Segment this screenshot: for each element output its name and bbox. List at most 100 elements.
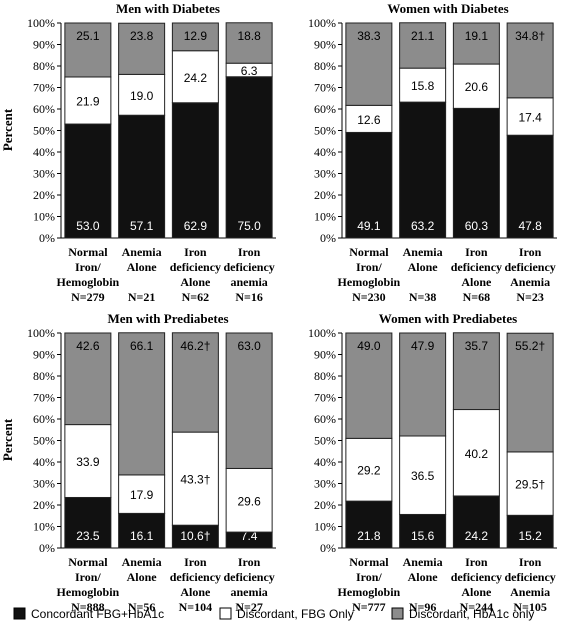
bar-segment <box>64 76 112 125</box>
x-tick-label: deficiency <box>170 570 221 584</box>
bar-segment <box>345 104 393 133</box>
bar-segment <box>171 22 219 52</box>
x-tick-label: deficiency <box>504 260 555 274</box>
data-label: 23.8 <box>130 29 154 43</box>
data-label: 66.1 <box>130 339 154 353</box>
data-label: 55.2† <box>515 339 545 353</box>
x-tick-label: Anemia <box>122 245 162 259</box>
data-label: 23.5 <box>76 529 100 543</box>
x-tick-label: deficiency <box>223 260 274 274</box>
bar-segment <box>225 332 273 469</box>
bar-segment <box>345 131 393 239</box>
x-tick-label: N=27 <box>235 600 263 614</box>
y-tick-label: 40% <box>314 145 336 159</box>
bar-segment <box>118 114 166 239</box>
x-tick-label: Normal <box>349 245 389 259</box>
x-tick-label: Iron <box>519 555 542 569</box>
x-tick-label: N=888 <box>71 600 105 614</box>
y-tick-label: 10% <box>314 210 336 224</box>
x-tick-label: Hemoglobin <box>57 585 120 599</box>
chart-panel-3: Men with Prediabetes Percent 0% 10% 20% 30% 40… <box>0 311 276 614</box>
data-label: 20.6 <box>465 80 489 94</box>
x-tick-label: Alone <box>461 275 492 289</box>
bar-segment <box>399 67 447 103</box>
bar-segment <box>399 22 447 69</box>
data-label: 29.6 <box>237 494 261 508</box>
x-tick-label: Normal <box>68 245 108 259</box>
data-label: 12.6 <box>357 113 381 127</box>
data-label: 35.7 <box>465 339 489 353</box>
x-tick-label: Hemoglobin <box>338 585 401 599</box>
bar-segment <box>225 22 273 64</box>
x-tick-label: Normal <box>68 555 108 569</box>
data-label: 43.3† <box>180 473 210 487</box>
y-tick-label: 30% <box>314 167 336 181</box>
x-tick-label: N=230 <box>352 290 386 304</box>
x-tick-label: N=244 <box>460 600 494 614</box>
x-tick-label: Anemia <box>510 585 550 599</box>
data-label: 21.1 <box>411 29 435 43</box>
y-tick-label: 30% <box>314 477 336 491</box>
data-label: 19.0 <box>130 89 154 103</box>
x-tick-label: N=16 <box>235 290 263 304</box>
y-tick-label: 10% <box>33 210 55 224</box>
data-label: 24.2 <box>465 529 489 543</box>
data-label: 38.3 <box>357 29 381 43</box>
bar-segment <box>171 431 219 526</box>
data-label: 29.2 <box>357 464 381 478</box>
data-label: 63.2 <box>411 219 435 233</box>
x-tick-label: deficiency <box>504 570 555 584</box>
data-label: 53.0 <box>76 219 100 233</box>
y-axis-label: Percent <box>0 108 15 151</box>
data-label: 6.3 <box>241 64 258 78</box>
x-tick-label: N=21 <box>128 290 156 304</box>
x-tick-label: Anemia <box>122 555 162 569</box>
y-tick-label: 20% <box>314 188 336 202</box>
y-tick-label: 10% <box>33 520 55 534</box>
data-label: 36.5 <box>411 469 435 483</box>
y-tick-label: 70% <box>33 81 55 95</box>
data-label: 47.8 <box>518 219 542 233</box>
legend-swatch <box>219 607 232 620</box>
x-tick-label: Alone <box>461 585 492 599</box>
legend-label: Discordant, HbA1c only <box>409 607 534 621</box>
y-tick-label: 100% <box>27 326 55 340</box>
x-tick-label: Alone <box>127 260 158 274</box>
chart-panel-2: Women with Diabetes 0% 10% 20% 30% 40% 50% 60% 7… <box>308 1 557 304</box>
data-label: 16.1 <box>130 529 154 543</box>
x-tick-label: Alone <box>408 260 439 274</box>
x-tick-label: Alone <box>127 570 158 584</box>
y-tick-label: 60% <box>314 102 336 116</box>
y-tick-label: 80% <box>314 59 336 73</box>
y-tick-label: 0% <box>320 231 336 245</box>
x-tick-label: Anemia <box>403 555 443 569</box>
data-label: 29.5† <box>515 478 545 492</box>
data-label: 49.0 <box>357 339 381 353</box>
bar-segment <box>345 500 393 549</box>
x-tick-label: Iron <box>238 245 261 259</box>
y-tick-label: 60% <box>33 102 55 116</box>
data-label: 17.4 <box>518 111 542 125</box>
y-tick-label: 90% <box>314 348 336 362</box>
data-label: 75.0 <box>237 219 261 233</box>
data-label: 10.6† <box>180 529 210 543</box>
x-tick-label: deficiency <box>451 260 502 274</box>
data-label: 12.9 <box>184 29 208 43</box>
x-tick-label: N=105 <box>513 600 547 614</box>
y-tick-label: 20% <box>314 498 336 512</box>
data-label: 40.2 <box>465 447 489 461</box>
x-tick-label: N=104 <box>179 600 213 614</box>
y-tick-label: 50% <box>33 434 55 448</box>
bar-segment <box>506 134 554 239</box>
y-tick-label: 50% <box>33 124 55 138</box>
bar-segment <box>345 437 393 502</box>
data-label: 47.9 <box>411 339 435 353</box>
bar-segment <box>452 22 500 65</box>
x-tick-label: Anemia <box>403 245 443 259</box>
data-label: 60.3 <box>465 219 489 233</box>
x-tick-label: N=96 <box>409 600 437 614</box>
bar-segment <box>399 513 447 549</box>
data-label: 46.2† <box>180 339 210 353</box>
x-tick-label: deficiency <box>170 260 221 274</box>
